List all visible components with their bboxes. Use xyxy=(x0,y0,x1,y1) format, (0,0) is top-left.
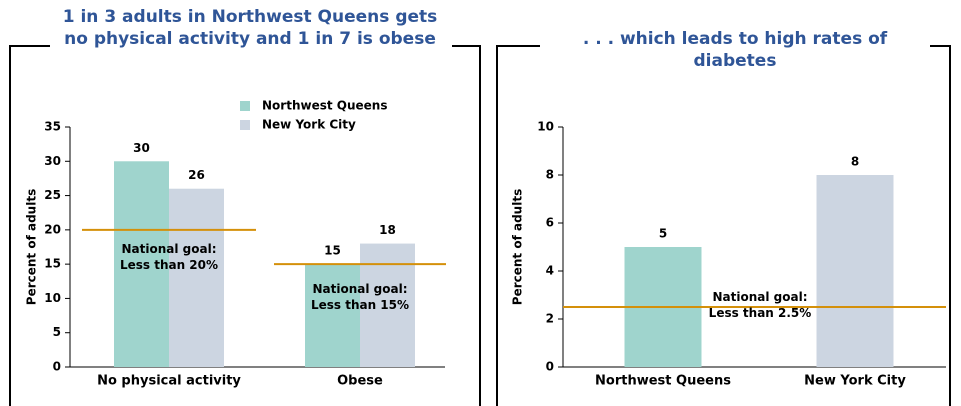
y-tick-label: 10 xyxy=(44,291,61,305)
data-label: 5 xyxy=(659,227,667,241)
data-label: 26 xyxy=(188,168,205,182)
frame xyxy=(496,45,951,406)
bar xyxy=(169,188,224,367)
frame xyxy=(9,45,481,406)
y-tick-label: 35 xyxy=(44,120,61,134)
data-label: 15 xyxy=(324,244,341,258)
reference-label: National goal: Less than 2.5% xyxy=(708,290,812,320)
y-tick-label: 15 xyxy=(44,257,61,271)
chart-title: 1 in 3 adults in Northwest Queens gets n… xyxy=(62,7,438,49)
y-tick-label: 20 xyxy=(44,222,61,236)
y-tick-label: 25 xyxy=(44,188,61,202)
y-axis-label: Percent of adults xyxy=(511,189,525,305)
bar xyxy=(305,264,360,367)
data-label: 18 xyxy=(379,223,396,237)
y-tick-label: 6 xyxy=(546,216,554,230)
y-tick-label: 8 xyxy=(546,168,554,182)
y-axis-label: Percent of adults xyxy=(25,189,39,305)
x-tick-label: No physical activity xyxy=(97,374,241,389)
y-tick-label: 0 xyxy=(53,360,61,374)
y-tick-label: 4 xyxy=(546,264,554,278)
data-label: 30 xyxy=(133,141,150,155)
bar xyxy=(114,161,169,367)
x-tick-label: Obese xyxy=(337,374,383,389)
x-tick-label: New York City xyxy=(804,374,906,389)
y-tick-label: 0 xyxy=(546,360,554,374)
bar xyxy=(816,175,894,367)
reference-label: National goal: Less than 15% xyxy=(310,282,410,312)
y-tick-label: 10 xyxy=(537,120,554,134)
legend-label: New York City xyxy=(262,118,356,132)
data-label: 8 xyxy=(851,155,859,169)
reference-label: National goal: Less than 20% xyxy=(119,242,219,272)
legend-swatch xyxy=(240,120,250,130)
x-tick-label: Northwest Queens xyxy=(595,374,731,389)
legend-swatch xyxy=(240,101,250,111)
legend-label: Northwest Queens xyxy=(262,99,387,113)
y-tick-label: 2 xyxy=(546,312,554,326)
y-tick-label: 5 xyxy=(53,325,61,339)
chart-title: . . . which leads to high rates of diabe… xyxy=(582,29,888,71)
y-tick-label: 30 xyxy=(44,154,61,168)
